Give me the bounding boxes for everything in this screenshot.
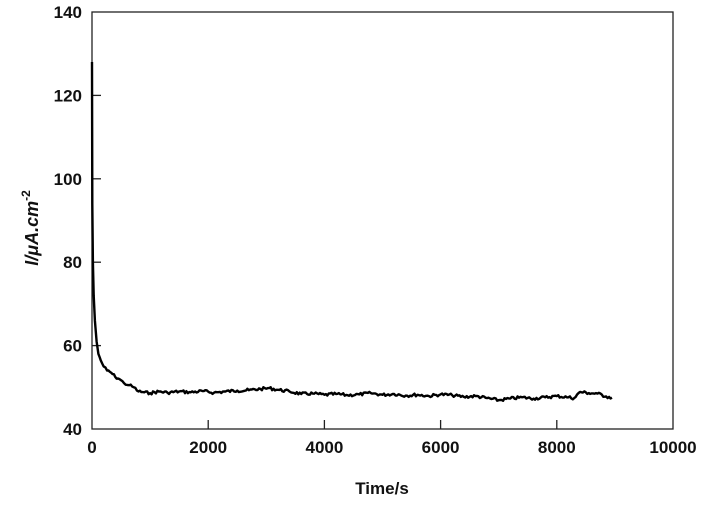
y-tick-label: 120 [54, 86, 82, 105]
x-tick-label: 0 [87, 438, 96, 457]
y-axis: 40 60 80 100 120 140 [54, 3, 101, 439]
y-tick-label: 60 [63, 337, 82, 356]
y-tick-label: 40 [63, 420, 82, 439]
x-tick-label: 10000 [649, 438, 696, 457]
x-tick-label: 6000 [422, 438, 460, 457]
y-tick-label: 140 [54, 3, 82, 22]
x-tick-label: 2000 [189, 438, 227, 457]
y-tick-label: 80 [63, 253, 82, 272]
x-axis-label: Time/s [355, 479, 409, 498]
x-tick-label: 8000 [538, 438, 576, 457]
y-axis-label-main: I/μA.cm [22, 201, 42, 266]
y-tick-label: 100 [54, 170, 82, 189]
x-tick-label: 4000 [305, 438, 343, 457]
plot-frame [91, 11, 674, 430]
series-line [90, 61, 613, 402]
y-axis-label: I/μA.cm-2 [19, 190, 42, 266]
x-axis: 0 2000 4000 6000 8000 10000 [87, 420, 697, 457]
y-axis-label-superscript: -2 [19, 190, 33, 201]
